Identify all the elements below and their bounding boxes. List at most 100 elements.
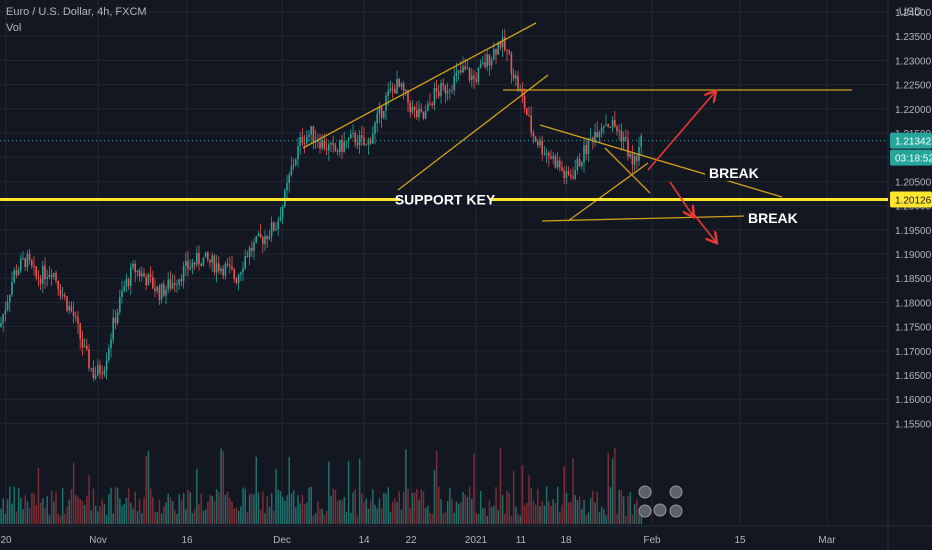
candle-body bbox=[281, 206, 284, 218]
volume-bar bbox=[35, 505, 37, 524]
volume-bar bbox=[165, 502, 167, 524]
candle-body bbox=[457, 70, 460, 73]
candle-body bbox=[585, 145, 587, 155]
candle-body bbox=[295, 159, 297, 165]
candle-body bbox=[622, 137, 625, 142]
projection-arrow bbox=[647, 92, 715, 171]
volume-bar bbox=[561, 504, 563, 524]
candle-body bbox=[444, 85, 447, 94]
candle-body bbox=[361, 135, 363, 138]
volume-indicator-label[interactable]: Vol bbox=[6, 22, 22, 34]
x-tick-label: 22 bbox=[405, 535, 417, 546]
candle-body bbox=[413, 106, 416, 111]
candle-body bbox=[587, 138, 590, 155]
break-label-bg bbox=[744, 208, 792, 226]
volume-bar bbox=[528, 475, 530, 524]
volume-bar bbox=[479, 491, 482, 524]
volume-bar bbox=[191, 513, 194, 524]
candle-body bbox=[548, 152, 550, 157]
candle-body bbox=[433, 88, 436, 106]
countdown-badge-bg bbox=[890, 149, 932, 166]
volume-bar bbox=[587, 512, 590, 524]
volume-bar bbox=[427, 505, 429, 524]
volume-bar bbox=[341, 500, 343, 524]
volume-bar bbox=[640, 511, 642, 524]
candle-body bbox=[323, 139, 326, 149]
volume-bar bbox=[629, 492, 631, 524]
candle-body bbox=[422, 111, 425, 119]
volume-bar bbox=[457, 503, 460, 524]
volume-bar bbox=[471, 498, 473, 524]
current-price-badge-bg bbox=[890, 132, 932, 149]
candle-body bbox=[356, 142, 359, 146]
volume-bar bbox=[405, 449, 407, 524]
volume-bar bbox=[618, 489, 620, 524]
volume-bar bbox=[488, 500, 491, 524]
volume-bar bbox=[523, 505, 526, 524]
candle-body bbox=[171, 283, 174, 289]
candle-body bbox=[468, 68, 471, 81]
x-tick-label: Feb bbox=[643, 535, 661, 546]
candle-body bbox=[545, 152, 548, 155]
candle-body bbox=[143, 273, 145, 277]
volume-bar bbox=[20, 497, 22, 524]
candle-body bbox=[121, 291, 123, 298]
candle-body bbox=[301, 137, 304, 144]
candle-body bbox=[411, 106, 414, 113]
volume-bar bbox=[134, 491, 136, 524]
candle-body bbox=[512, 73, 515, 79]
volume-bar bbox=[497, 509, 499, 524]
candle-body bbox=[149, 274, 152, 278]
volume-bar bbox=[92, 488, 95, 524]
volume-bar bbox=[376, 508, 378, 524]
candle-body bbox=[567, 171, 570, 175]
volume-bar bbox=[570, 501, 572, 524]
volume-bar bbox=[248, 494, 251, 524]
candle-body bbox=[57, 280, 59, 290]
symbol-title[interactable]: Euro / U.S. Dollar, 4h, FXCM bbox=[6, 6, 147, 18]
volume-bar bbox=[123, 504, 125, 524]
candle-body bbox=[378, 106, 381, 114]
candle-body bbox=[563, 170, 565, 178]
volume-bar bbox=[66, 506, 68, 524]
candle-body bbox=[218, 263, 220, 272]
volume-bar bbox=[422, 491, 425, 524]
volume-bar bbox=[229, 498, 231, 524]
volume-bar bbox=[39, 502, 42, 524]
x-tick-label: 14 bbox=[358, 535, 370, 546]
candle-body bbox=[259, 233, 262, 238]
candle-body bbox=[409, 102, 411, 113]
event-marker-icon bbox=[638, 485, 652, 499]
volume-bar bbox=[6, 499, 9, 524]
y-tick-label: 1.20500 bbox=[895, 177, 932, 188]
candle-body bbox=[429, 103, 431, 105]
candle-body bbox=[200, 263, 202, 267]
candle-body bbox=[22, 258, 24, 260]
candle-body bbox=[204, 252, 207, 258]
volume-bar bbox=[200, 493, 202, 524]
currency-label[interactable]: USD bbox=[898, 6, 922, 18]
volume-bar bbox=[501, 495, 504, 524]
volume-bar bbox=[176, 513, 178, 524]
candle-body bbox=[640, 135, 642, 148]
candle-body bbox=[273, 222, 275, 231]
y-tick-label: 1.23000 bbox=[895, 56, 932, 67]
candle-body bbox=[235, 278, 238, 283]
candle-body bbox=[167, 279, 169, 290]
volume-bar bbox=[244, 488, 246, 524]
volume-bar bbox=[26, 501, 29, 524]
volume-bar bbox=[310, 486, 312, 524]
volume-bar bbox=[220, 448, 222, 524]
volume-bar bbox=[15, 511, 18, 524]
volume-bar bbox=[303, 503, 306, 524]
volume-bar bbox=[574, 495, 576, 524]
candle-body bbox=[251, 247, 253, 251]
projection-arrow bbox=[669, 181, 693, 216]
candle-body bbox=[114, 317, 117, 324]
volume-bar bbox=[431, 514, 433, 524]
candle-body bbox=[607, 124, 609, 128]
candle-body bbox=[125, 279, 128, 287]
candle-body bbox=[244, 255, 246, 269]
